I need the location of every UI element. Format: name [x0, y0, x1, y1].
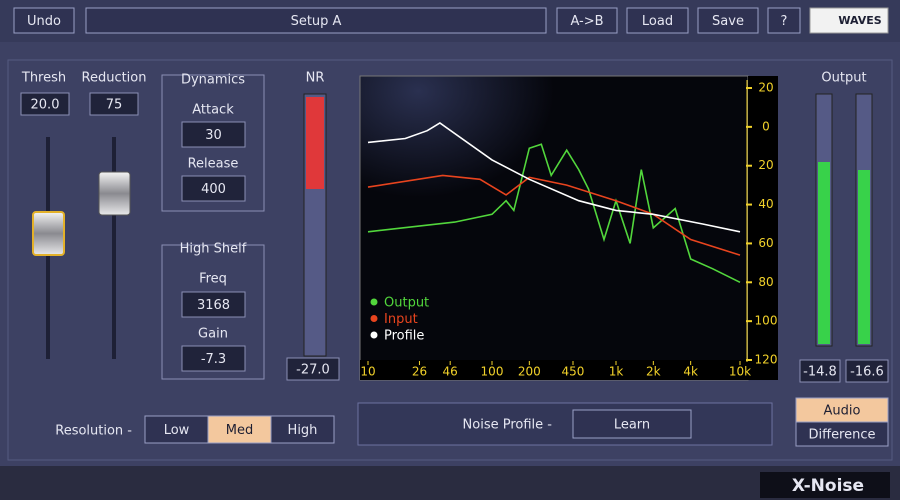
ab-button-label: A->B [570, 14, 603, 29]
nr-value-text: -27.0 [296, 363, 330, 378]
x-tick-label: 10 [360, 365, 375, 379]
attack-value [181, 121, 246, 148]
y-tick-label: 20 [758, 81, 773, 95]
monitor-0-label: Audio [824, 404, 861, 419]
gain-value-text: -7.3 [201, 352, 226, 367]
legend-dot [370, 315, 378, 322]
y-tick-label: 20 [758, 158, 773, 172]
x-tick-label: 26 [412, 365, 427, 379]
dynamics-group [161, 74, 265, 212]
reduction-knob[interactable] [98, 171, 131, 216]
freq-value [181, 291, 246, 318]
output-meter-right-fill [858, 170, 870, 344]
resolution-2-label: High [288, 423, 318, 438]
reduction-value [89, 92, 139, 116]
save-button-label: Save [712, 14, 744, 29]
legend-label: Output [384, 296, 429, 311]
freq-value-text: 3168 [197, 298, 230, 313]
thresh-value [20, 92, 70, 116]
y-tick-label: 80 [758, 275, 773, 289]
noise-profile-label: Noise Profile - [463, 418, 553, 433]
monitor-1-label: Difference [808, 428, 875, 443]
gain-label: Gain [198, 327, 228, 342]
product-badge [760, 472, 890, 498]
thresh-knob[interactable] [32, 211, 65, 256]
resolution-label: Resolution - [55, 424, 132, 439]
help-button-label: ? [781, 14, 788, 29]
learn-button[interactable] [572, 409, 692, 439]
noise-profile-panel [357, 402, 773, 446]
ab-button[interactable] [556, 7, 618, 34]
resolution-1[interactable] [207, 415, 272, 444]
legend-dot [370, 298, 378, 306]
x-tick-label: 450 [562, 365, 585, 379]
output-right-value-text: -16.6 [850, 365, 884, 380]
output-left-value-text: -14.8 [803, 365, 837, 380]
help-button[interactable] [767, 7, 801, 34]
thresh-label: Thresh [21, 71, 66, 86]
legend-dot [370, 331, 378, 339]
undo-button-label: Undo [27, 14, 61, 29]
x-tick-label: 46 [443, 365, 458, 379]
reduction-label: Reduction [82, 71, 147, 86]
nr-meter-fill [306, 97, 324, 189]
high-shelf-title: High Shelf [180, 242, 247, 257]
output-label: Output [821, 71, 866, 86]
output-right-value [845, 359, 889, 383]
nr-value [286, 357, 340, 381]
load-button[interactable] [626, 7, 689, 34]
reduction-value-text: 75 [106, 98, 123, 113]
y-tick-label: 60 [758, 236, 773, 250]
output-meter-left-fill [818, 162, 830, 344]
y-tick-label: 0 [762, 119, 770, 133]
dynamics-title: Dynamics [181, 73, 245, 88]
x-tick-label: 2k [646, 365, 661, 379]
product-name: X-Noise [792, 476, 864, 496]
x-axis-strip [360, 360, 778, 380]
legend-label: Input [384, 312, 418, 327]
x-tick-label: 100 [481, 365, 504, 379]
bottom-strip [0, 466, 900, 500]
resolution-2[interactable] [270, 415, 335, 444]
x-tick-label: 200 [518, 365, 541, 379]
nr-label: NR [306, 71, 325, 86]
monitor-1[interactable] [795, 421, 889, 447]
freq-label: Freq [199, 272, 227, 287]
release-value-text: 400 [201, 182, 226, 197]
reduction-track [112, 137, 116, 359]
y-axis-strip [748, 76, 778, 380]
x-tick-label: 4k [683, 365, 698, 379]
series-line [367, 143, 741, 284]
load-button-label: Load [642, 14, 673, 29]
spectrum-display [359, 75, 749, 381]
attack-value-text: 30 [205, 128, 222, 143]
y-tick-label: 40 [758, 197, 773, 211]
resolution-1-label: Med [226, 423, 253, 438]
undo-button[interactable] [13, 7, 75, 34]
learn-button-label: Learn [614, 418, 650, 433]
release-value [181, 175, 246, 202]
logo-text: WAVES [838, 14, 881, 27]
high-shelf-group [161, 244, 265, 380]
output-left-value [799, 359, 841, 383]
monitor-0[interactable] [795, 397, 889, 423]
series-line [367, 122, 741, 233]
save-button[interactable] [697, 7, 759, 34]
y-tick-label: 120 [755, 353, 778, 367]
series-line [367, 174, 741, 256]
legend-label: Profile [384, 329, 424, 344]
logo [809, 7, 889, 34]
main-panel [7, 59, 893, 461]
gain-value [181, 345, 246, 372]
preset-button[interactable] [85, 7, 547, 34]
release-label: Release [188, 157, 239, 172]
y-tick-label: 100 [755, 314, 778, 328]
preset-button-label: Setup A [291, 14, 342, 29]
thresh-value-text: 20.0 [31, 98, 60, 113]
resolution-0-label: Low [164, 423, 190, 438]
x-tick-label: 1k [609, 365, 624, 379]
attack-label: Attack [192, 103, 234, 118]
x-tick-label: 10k [729, 365, 751, 379]
